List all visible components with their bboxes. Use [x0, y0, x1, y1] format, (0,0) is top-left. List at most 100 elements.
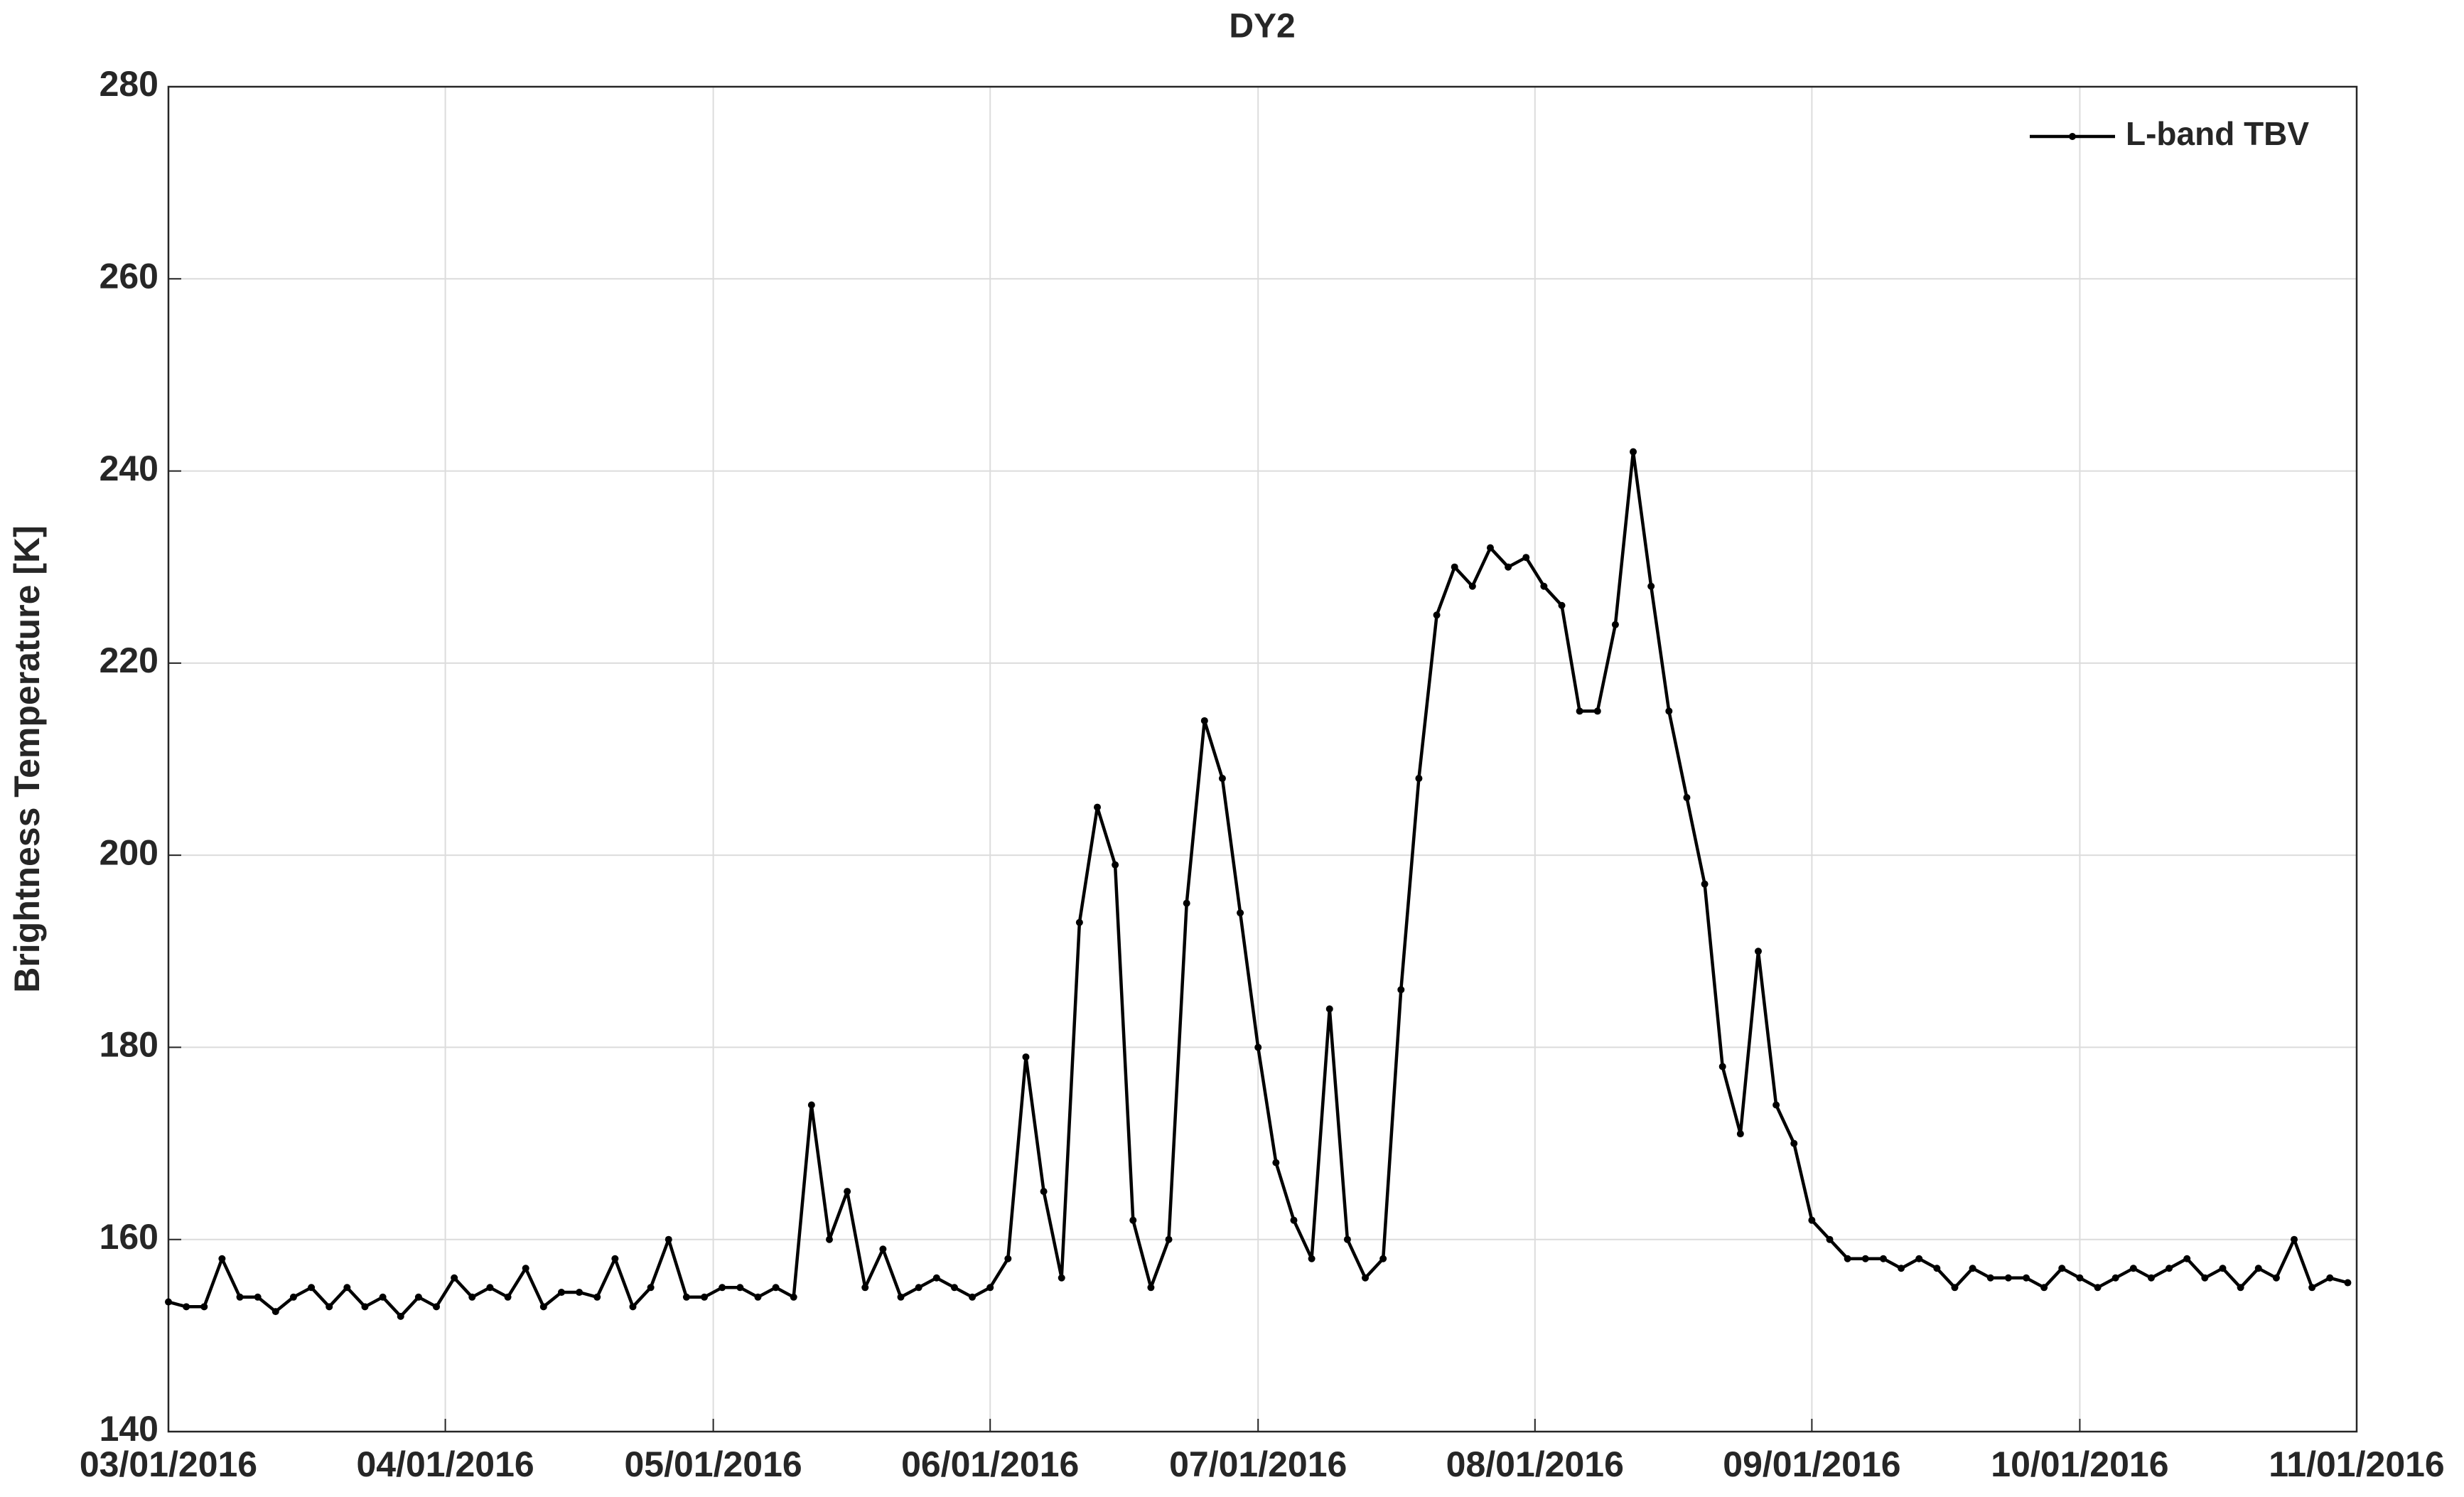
- data-point: [1701, 880, 1709, 888]
- data-point: [1272, 1159, 1280, 1166]
- data-point: [593, 1293, 601, 1301]
- data-point: [343, 1284, 351, 1292]
- data-point: [736, 1284, 744, 1292]
- legend-marker: [2069, 133, 2076, 140]
- data-point: [1415, 775, 1423, 783]
- data-point: [2201, 1274, 2209, 1282]
- y-tick-label: 140: [99, 1409, 158, 1449]
- chart-title: DY2: [1229, 8, 1295, 45]
- data-point: [825, 1235, 833, 1243]
- data-point: [1379, 1255, 1387, 1262]
- data-point: [1308, 1255, 1316, 1262]
- data-point: [1861, 1255, 1869, 1262]
- data-point: [1522, 554, 1530, 562]
- data-point: [1254, 1043, 1262, 1051]
- data-point: [2076, 1274, 2084, 1282]
- x-tick-label: 07/01/2016: [1169, 1444, 1347, 1484]
- data-point: [2129, 1265, 2137, 1272]
- data-point: [468, 1293, 476, 1301]
- data-point: [1505, 563, 1512, 571]
- y-tick-label: 280: [99, 64, 158, 104]
- data-point: [1826, 1235, 1834, 1243]
- data-point: [522, 1265, 529, 1272]
- data-point: [1969, 1265, 1976, 1272]
- plot-frame: [167, 85, 2358, 1433]
- data-point: [1683, 794, 1691, 802]
- x-tick-label: 05/01/2016: [624, 1444, 802, 1484]
- data-point: [1790, 1139, 1798, 1147]
- data-point: [1898, 1265, 1905, 1272]
- data-point: [218, 1255, 226, 1262]
- y-tick-label: 200: [99, 832, 158, 872]
- data-point: [2147, 1274, 2155, 1282]
- data-point: [361, 1303, 369, 1311]
- data-point: [379, 1293, 387, 1301]
- data-point: [1647, 582, 1655, 590]
- data-point: [2254, 1265, 2262, 1272]
- data-point: [629, 1303, 637, 1311]
- data-point: [1112, 861, 1119, 869]
- data-point: [1343, 1235, 1351, 1243]
- y-tick-label: 220: [99, 640, 158, 680]
- data-point: [647, 1284, 655, 1292]
- data-point: [1986, 1274, 1994, 1282]
- x-tick-label: 11/01/2016: [2269, 1444, 2445, 1484]
- data-point: [1933, 1265, 1941, 1272]
- data-point: [1736, 1130, 1744, 1138]
- data-point: [2219, 1265, 2227, 1272]
- data-point: [1630, 448, 1637, 456]
- plot-area: [168, 87, 2357, 1432]
- y-tick-label: 180: [99, 1025, 158, 1065]
- y-tick-label: 240: [99, 449, 158, 488]
- data-point: [326, 1303, 333, 1311]
- data-point: [1147, 1284, 1155, 1292]
- data-point: [844, 1188, 851, 1196]
- data-point: [1058, 1274, 1065, 1282]
- data-point: [2058, 1265, 2066, 1272]
- data-point: [271, 1308, 279, 1316]
- data-point: [1951, 1284, 1959, 1292]
- data-point: [1451, 563, 1458, 571]
- x-tick-label: 03/01/2016: [80, 1444, 257, 1484]
- data-point: [719, 1284, 726, 1292]
- data-point: [1325, 1005, 1333, 1013]
- data-point: [682, 1293, 690, 1301]
- data-point: [1290, 1216, 1298, 1224]
- data-point: [1486, 544, 1494, 552]
- data-point: [1558, 601, 1566, 609]
- data-point: [2183, 1255, 2191, 1262]
- y-axis-label: Brightness Temperature [K]: [7, 525, 47, 993]
- data-point: [1718, 1063, 1726, 1071]
- data-point: [701, 1293, 709, 1301]
- data-point: [1433, 611, 1441, 619]
- y-tick-label: 160: [99, 1217, 158, 1257]
- data-point: [986, 1284, 994, 1292]
- data-point: [861, 1284, 869, 1292]
- x-tick-label: 10/01/2016: [1991, 1444, 2168, 1484]
- data-point: [486, 1284, 494, 1292]
- data-point: [1094, 803, 1102, 811]
- data-point: [2272, 1274, 2280, 1282]
- data-point: [1540, 582, 1548, 590]
- data-point: [289, 1293, 297, 1301]
- data-point: [2308, 1284, 2316, 1292]
- data-point: [236, 1293, 244, 1301]
- data-point: [2111, 1274, 2119, 1282]
- data-point: [665, 1235, 672, 1243]
- x-tick-label: 04/01/2016: [356, 1444, 534, 1484]
- data-point: [254, 1293, 262, 1301]
- data-point: [414, 1293, 422, 1301]
- data-point: [539, 1303, 547, 1311]
- data-point: [200, 1303, 208, 1311]
- data-point: [433, 1303, 441, 1311]
- data-point: [611, 1255, 619, 1262]
- data-point: [1808, 1216, 1816, 1224]
- data-point: [969, 1293, 977, 1301]
- data-point: [1075, 918, 1083, 926]
- data-point: [1611, 621, 1619, 628]
- data-point: [879, 1245, 887, 1253]
- data-point: [1593, 707, 1601, 715]
- data-point: [2291, 1235, 2298, 1243]
